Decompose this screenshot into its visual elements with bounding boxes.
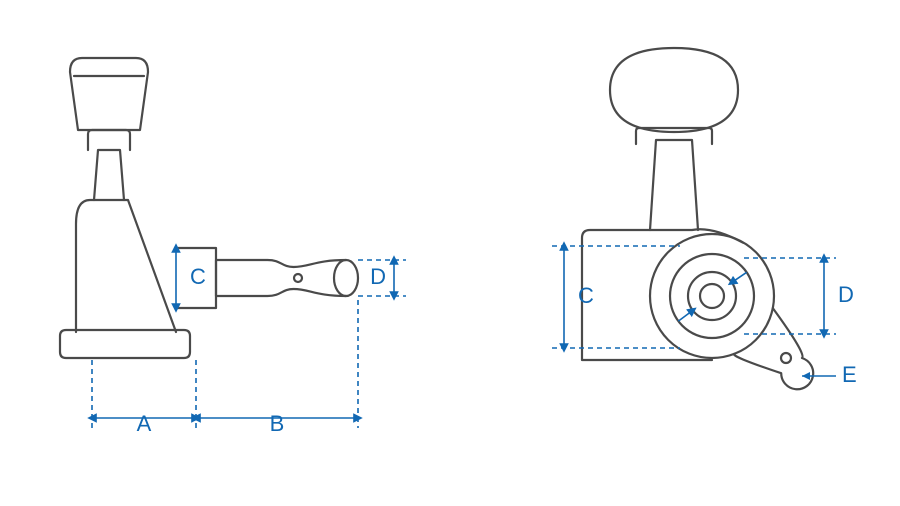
knob-neck-front [650, 140, 698, 230]
knob-neck [94, 150, 124, 200]
housing-body [582, 229, 743, 360]
post-tip [334, 260, 358, 296]
label-b: B [270, 411, 285, 436]
label-c-left: C [190, 264, 206, 289]
gear-ring-2 [688, 272, 736, 320]
label-e: E [842, 362, 857, 387]
baseplate [60, 330, 190, 358]
housing-tower [76, 200, 176, 332]
label-d-right: D [838, 282, 854, 307]
gear-center [700, 284, 724, 308]
tuning-knob-front [610, 48, 738, 132]
side-view [60, 58, 358, 358]
label-d-left: D [370, 264, 386, 289]
gear-cover [650, 234, 774, 358]
front-view [582, 48, 813, 389]
gear-ring-1 [670, 254, 754, 338]
label-c-right: C [578, 283, 594, 308]
label-a: A [137, 411, 152, 436]
technical-diagram: A B C D C [0, 0, 900, 506]
tuning-knob [70, 58, 148, 130]
screw-hole [781, 353, 791, 363]
string-post-shaft [216, 260, 346, 296]
string-hole [294, 274, 302, 282]
knob-collar [88, 130, 130, 150]
